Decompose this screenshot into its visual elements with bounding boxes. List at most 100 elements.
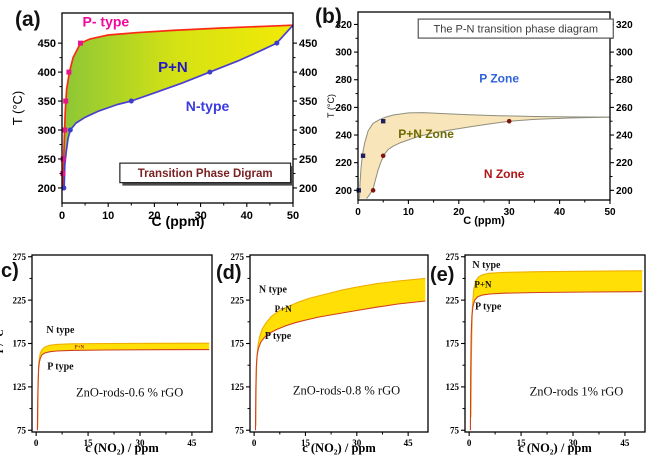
y-tick-label-right: 240 bbox=[616, 131, 633, 142]
p-plus-n-label: P+N bbox=[474, 280, 492, 290]
x-axis-label: c (NO₂) / ppm bbox=[302, 441, 376, 455]
x-tick-label: 30 bbox=[569, 438, 579, 448]
x-tick-label: 0 bbox=[467, 438, 472, 448]
y-tick-label: 225 bbox=[231, 295, 245, 305]
y-tick-label: 200 bbox=[335, 186, 352, 197]
y-tick-label: 260 bbox=[335, 103, 352, 114]
x-tick-label: 40 bbox=[241, 210, 253, 222]
y-tick-label: 75 bbox=[235, 425, 245, 435]
y-tick-label: 175 bbox=[13, 339, 27, 349]
data-point bbox=[67, 127, 73, 133]
y-tick-label: 125 bbox=[446, 382, 460, 392]
x-tick-label: 45 bbox=[620, 438, 630, 448]
y-tick-label: 275 bbox=[13, 252, 27, 262]
p-type-label: P type bbox=[475, 302, 502, 313]
p-plus-n-label: P+N bbox=[75, 346, 85, 351]
x-tick-label: 20 bbox=[148, 210, 160, 222]
y-tick-label: 175 bbox=[446, 339, 460, 349]
panel-e: 0 15 30 45 75 125 175 225 275 c (NO₂) / ppm N type… bbox=[446, 252, 646, 455]
data-point bbox=[274, 40, 280, 46]
data-point bbox=[62, 127, 68, 133]
lower-boundary-curve bbox=[366, 116, 611, 199]
data-point bbox=[356, 188, 361, 193]
y-tick-label: 280 bbox=[335, 75, 352, 86]
y-tick-label: 75 bbox=[450, 425, 460, 435]
lower-boundary-curve bbox=[469, 291, 643, 431]
n-type-label: N type bbox=[259, 284, 288, 295]
y-tick-label-right: 220 bbox=[616, 158, 633, 169]
x-tick-label: 50 bbox=[604, 207, 616, 218]
y-tick-label: 75 bbox=[17, 425, 27, 435]
phase-region-fill bbox=[470, 270, 643, 431]
panel-d: 0 15 30 45 75 125 175 225 275 c (NO₂) / ppm N type… bbox=[231, 252, 429, 455]
x-axis-label: C (ppm) bbox=[463, 215, 505, 227]
x-tick-label: 0 bbox=[355, 207, 361, 218]
data-point bbox=[128, 98, 134, 104]
title-box-frame bbox=[119, 162, 292, 184]
y-tick-label: 200 bbox=[38, 183, 56, 195]
p-plus-n-zone-label: P+N Zone bbox=[398, 127, 454, 141]
x-tick-label: 10 bbox=[403, 207, 415, 218]
data-point bbox=[66, 69, 72, 75]
y-tick-label: 300 bbox=[38, 125, 56, 137]
y-tick-label: 240 bbox=[335, 131, 352, 142]
n-zone-label: N Zone bbox=[484, 167, 525, 181]
y-axis-label: T / °C bbox=[0, 329, 6, 355]
sample-label: ZnO-rods-0.6 % rGO bbox=[76, 385, 183, 399]
x-tick-label: 50 bbox=[287, 210, 299, 222]
x-tick-label: 15 bbox=[517, 438, 527, 448]
y-tick-label: 350 bbox=[38, 96, 56, 108]
p-plus-n-label: P+N bbox=[275, 304, 293, 314]
data-point bbox=[60, 156, 66, 162]
y-tick-label: 400 bbox=[38, 67, 56, 79]
p-type-zone-label: P- type bbox=[83, 14, 130, 30]
lower-boundary-curve bbox=[254, 300, 426, 431]
y-tick-label: 125 bbox=[13, 382, 27, 392]
x-tick-label: 15 bbox=[301, 438, 311, 448]
y-tick-label: 225 bbox=[446, 295, 460, 305]
sample-label: ZnO-rods 1% rGO bbox=[530, 385, 624, 399]
phase-region-fill bbox=[255, 278, 426, 431]
sample-label: ZnO-rods-0.8 % rGO bbox=[293, 384, 400, 398]
x-tick-label: 45 bbox=[404, 438, 414, 448]
x-tick-label: 30 bbox=[136, 438, 146, 448]
x-tick-label: 20 bbox=[453, 207, 465, 218]
data-point bbox=[360, 153, 366, 158]
x-tick-label: 30 bbox=[504, 207, 516, 218]
y-tick-label: 275 bbox=[446, 252, 460, 262]
y-tick-label: 300 bbox=[335, 48, 352, 59]
lower-boundary-curve bbox=[36, 349, 210, 431]
x-tick-label: 0 bbox=[34, 438, 39, 448]
y-tick-label-right: 280 bbox=[616, 75, 633, 86]
x-tick-label: 10 bbox=[102, 210, 114, 222]
y-tick-label-right: 260 bbox=[616, 103, 633, 114]
y-tick-label-right: 320 bbox=[616, 20, 633, 31]
p-plus-n-zone-label: P+N bbox=[158, 59, 188, 76]
data-point bbox=[380, 153, 386, 159]
data-point bbox=[60, 170, 66, 176]
data-point bbox=[506, 118, 512, 124]
data-point bbox=[381, 119, 386, 124]
panel-a: 0 10 20 30 40 50 200 200 250 250 300 300 350 350 400 40… bbox=[10, 12, 317, 229]
y-tick-label: 320 bbox=[335, 20, 352, 31]
y-tick-label-right: 250 bbox=[299, 154, 317, 166]
data-point bbox=[77, 40, 83, 46]
p-type-label: P type bbox=[47, 362, 74, 373]
n-type-label: N type bbox=[472, 260, 501, 271]
x-axis-label: c (NO₂) / ppm bbox=[85, 441, 159, 455]
y-tick-label: 125 bbox=[231, 382, 245, 392]
x-tick-label: 15 bbox=[84, 438, 94, 448]
title-box: Transition Phase Digram bbox=[138, 168, 273, 180]
panel-label-c: c) bbox=[1, 260, 19, 282]
x-tick-label: 30 bbox=[194, 210, 206, 222]
title-box-frame bbox=[417, 18, 614, 39]
y-tick-label-right: 400 bbox=[299, 67, 317, 79]
data-point bbox=[63, 98, 69, 104]
y-tick-label: 225 bbox=[13, 295, 27, 305]
lower-boundary-curve bbox=[63, 24, 294, 191]
panel-label-b: (b) bbox=[315, 5, 342, 28]
y-tick-label-right: 300 bbox=[299, 125, 317, 137]
